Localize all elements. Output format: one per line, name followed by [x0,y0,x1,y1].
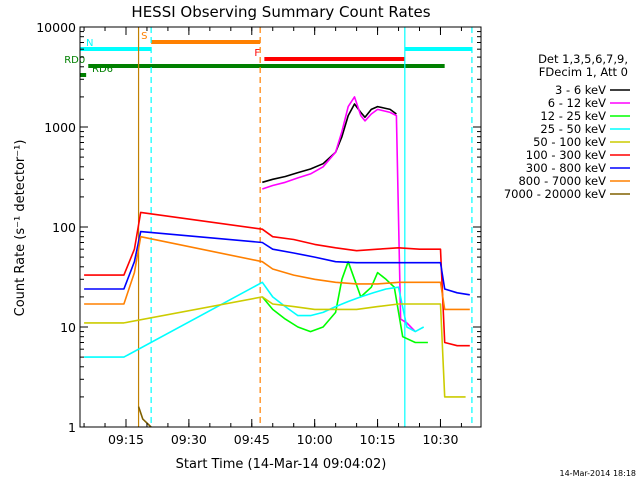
series-line-50-100-kev [84,296,466,398]
timestamp: 14-Mar-2014 18:18 [560,469,637,478]
legend-entry-25-50-kev: 25 - 50 keV [540,122,606,136]
x-axis-ticks: 09:15 09:30 09:45 10:00 10:15 10:30 [83,27,462,447]
series-line-800-7000-kev [84,235,470,311]
flag-label-rd6: RD6 [92,64,113,75]
y-axis-label: Count Rate (s⁻¹ detector⁻¹) [13,140,28,317]
y-tick-label: 10 [60,320,76,335]
legend-entry-100-300-kev: 100 - 300 keV [526,148,606,162]
y-axis-ticks: 1 10 100 1000 10000 [36,20,481,435]
legend-entry-3-6-kev: 3 - 6 keV [555,83,606,97]
y-tick-label: 10000 [36,20,76,35]
x-tick-label: 10:15 [360,432,396,447]
legend: Det 1,3,5,6,7,9,FDecim 1, Att 0 3 - 6 keV… [504,52,630,201]
legend-header: FDecim 1, Att 0 [539,65,628,79]
flag-label-s: S [141,31,147,42]
series-line-6-12-kev [262,96,416,333]
x-tick-label: 09:45 [234,432,270,447]
legend-entry-300-800-kev: 300 - 800 keV [526,161,606,175]
legend-entry-7000-20000-kev: 7000 - 20000 keV [504,187,606,201]
legend-entry-800-7000-kev: 800 - 7000 keV [518,174,606,188]
series-line-7000-20000-kev [137,406,152,427]
x-tick-label: 09:30 [171,432,207,447]
y-tick-label: 1000 [44,120,76,135]
legend-entry-50-100-kev: 50 - 100 keV [533,135,606,149]
series-line-300-800-kev [84,230,470,296]
series-line-12-25-kev [261,260,428,344]
legend-entry-6-12-kev: 6 - 12 keV [548,96,606,110]
series-line-3-6-kev [262,103,397,184]
y-tick-label: 1 [68,420,76,435]
flag-label-n: N [86,38,93,49]
y-tick-label: 100 [52,220,76,235]
observing-flags: S N F RD0 RD6 [64,31,472,77]
legend-entry-12-25-kev: 12 - 25 keV [540,109,606,123]
chart-title: HESSI Observing Summary Count Rates [131,3,430,21]
flag-label-rd0: RD0 [64,55,85,66]
legend-header: Det 1,3,5,6,7,9, [538,52,628,66]
x-axis-label: Start Time (14-Mar-14 09:04:02) [176,457,387,472]
x-tick-label: 09:15 [108,432,144,447]
x-tick-label: 10:00 [297,432,333,447]
flag-label-f: F [254,48,260,59]
series-lines [84,96,470,427]
x-tick-label: 10:30 [422,432,458,447]
